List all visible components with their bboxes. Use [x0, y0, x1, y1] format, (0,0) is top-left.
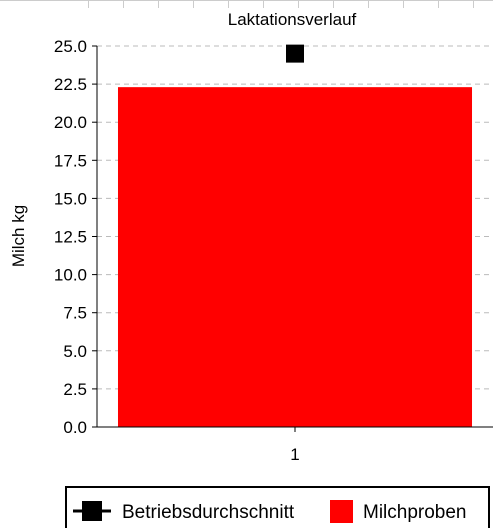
y-tick-label: 25.0	[54, 37, 87, 56]
y-tick-label: 22.5	[54, 75, 87, 94]
bar-milchproben	[117, 87, 473, 427]
y-tick-label: 12.5	[54, 228, 87, 247]
y-tick-label: 5.0	[63, 342, 87, 361]
y-tick-label: 15.0	[54, 189, 87, 208]
top-grid-strip	[0, 0, 493, 8]
legend-bar-swatch	[330, 500, 353, 523]
y-tick-label: 10.0	[54, 266, 87, 285]
legend-label-milchproben: Milchproben	[363, 502, 467, 523]
y-tick-label: 7.5	[63, 304, 87, 323]
y-axis-label: Milch kg	[9, 205, 28, 267]
x-axis-ticks: 1	[290, 427, 300, 464]
y-axis-ticks: 0.0 2.5 5.0 7.5 10.0 12.5 15.0 17.5 20.0 22.5 25.0	[54, 37, 97, 437]
chart-title: Laktationsverlauf	[228, 10, 357, 29]
y-tick-label: 0.0	[63, 418, 87, 437]
y-tick-label: 20.0	[54, 113, 87, 132]
legend: Betriebsdurchschnitt Milchproben	[65, 486, 490, 528]
legend-box	[65, 486, 490, 528]
markers	[286, 44, 304, 63]
y-tick-label: 2.5	[63, 380, 87, 399]
legend-label-betriebsdurchschnitt: Betriebsdurchschnitt	[122, 502, 295, 523]
legend-marker-swatch	[82, 501, 102, 521]
bars	[117, 87, 473, 427]
y-tick-label: 17.5	[54, 151, 87, 170]
marker-betriebsdurchschnitt	[286, 44, 304, 63]
x-tick-label: 1	[290, 445, 299, 464]
